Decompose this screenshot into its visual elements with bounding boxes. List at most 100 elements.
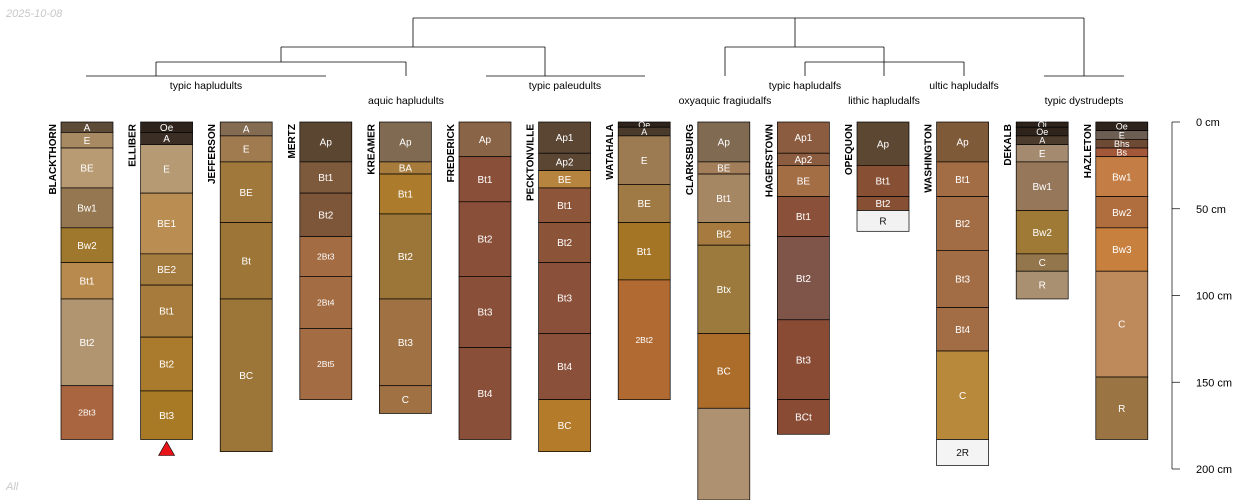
horizon-block: [60, 147, 114, 189]
horizon: BE: [538, 170, 591, 189]
horizon-block: [379, 213, 432, 300]
taxon-label: ultic hapludalfs: [929, 80, 998, 92]
horizon-label: BE: [240, 188, 254, 199]
horizon-block: [299, 236, 353, 277]
profile-name: DEKALB: [1003, 124, 1014, 166]
horizon: Bt1: [538, 187, 591, 223]
horizon-block: [697, 407, 751, 500]
horizon-block: [458, 121, 512, 158]
horizon: Bs: [1095, 148, 1149, 158]
horizon-label: BE: [558, 175, 572, 186]
horizon: BE: [777, 165, 830, 197]
horizon-block: [219, 135, 273, 163]
horizon-block: [777, 399, 830, 435]
horizon-label: Bt1: [318, 173, 333, 184]
horizon-label: 2Bt2: [635, 335, 653, 345]
horizon-label: Bt1: [716, 194, 731, 205]
horizon-label: Bt3: [796, 355, 811, 366]
horizon: BC: [697, 333, 751, 409]
horizon-label: Bt3: [557, 294, 572, 305]
horizon: Bt1: [379, 173, 432, 215]
horizon: Bt2: [140, 336, 193, 392]
horizon-block: [617, 279, 671, 400]
horizon-label: Bt3: [955, 275, 970, 286]
horizon-block: [60, 227, 114, 263]
profile-hagerstown: Ap1 Ap2 BE Bt1 Bt2 Bt3 BCt HAGERSTOWN: [764, 121, 830, 435]
horizon-label: Bt4: [955, 325, 970, 336]
horizon-label: Ap1: [795, 133, 813, 144]
horizon-block: [60, 187, 114, 229]
horizon-block: [458, 156, 512, 203]
horizon: Bt2: [936, 196, 989, 251]
horizon-label: C: [1039, 258, 1046, 269]
horizon-block: [379, 298, 432, 387]
horizon-label: Btx: [717, 285, 731, 296]
horizon: R: [1015, 270, 1069, 300]
horizon: R: [856, 210, 910, 232]
horizon: Ap: [299, 121, 353, 163]
horizon: Bt1: [777, 196, 830, 237]
horizon: Bw2: [1015, 210, 1069, 255]
horizon-block: [777, 196, 830, 237]
taxonomy-labels: typic hapludults aquic hapludults typic pa…: [170, 80, 1124, 107]
horizon-label: Bt2: [318, 210, 333, 221]
horizon-label: Bt2: [79, 338, 94, 349]
horizon-label: BE: [638, 199, 652, 210]
horizon-label: Bt1: [159, 307, 174, 318]
horizon-label: 2Bt5: [317, 359, 335, 369]
horizon-block: [777, 319, 830, 400]
horizon: Ap2: [777, 152, 830, 166]
horizon-label: A: [641, 127, 647, 137]
horizon: 2R: [936, 439, 989, 466]
horizon-block: [777, 236, 830, 321]
horizon-block: [299, 121, 353, 163]
axis-tick-label: 50 cm: [1196, 204, 1226, 216]
horizon-label: E: [163, 164, 170, 175]
horizon-block: [299, 192, 353, 237]
horizon-label: Bt2: [875, 199, 890, 210]
horizon-block: [936, 196, 989, 251]
horizon-label: BE: [797, 177, 811, 188]
horizon-label: Bt3: [477, 308, 492, 319]
horizon-block: [538, 187, 591, 223]
horizon-block: [60, 298, 114, 387]
horizon-label: E: [641, 156, 648, 167]
horizon-label: R: [879, 216, 886, 227]
horizon-label: Ap: [479, 135, 492, 146]
horizon-label: BE: [717, 164, 731, 175]
horizon: Ap2: [538, 152, 591, 171]
horizon-label: Bt1: [875, 177, 890, 188]
horizon-label: A: [243, 125, 250, 136]
horizon-block: [219, 298, 273, 452]
horizon-label: Bt2: [955, 219, 970, 230]
horizon: Bt1: [60, 262, 114, 300]
horizon-block: [140, 144, 193, 194]
horizon-label: Bhs: [1114, 139, 1130, 149]
taxon-label: oxyaquic fragiudalfs: [679, 95, 772, 107]
horizon: Bt2: [697, 222, 751, 246]
horizon: Bt2: [856, 196, 910, 211]
horizon: BA: [379, 161, 432, 175]
horizon-block: [60, 385, 114, 440]
horizon-block: [60, 262, 114, 300]
horizon-label: Bw1: [1032, 182, 1052, 193]
horizon: Ap1: [777, 121, 830, 154]
horizon-block: [538, 399, 591, 453]
horizon-block: [219, 222, 273, 300]
axis-tick-label: 100 cm: [1196, 291, 1232, 303]
horizon-label: Bt2: [477, 235, 492, 246]
horizon: Bt2: [60, 298, 114, 387]
horizon-block: [140, 253, 193, 286]
horizon-label: Bt1: [796, 212, 811, 223]
horizon: Bt2: [538, 222, 591, 263]
horizon: Bt3: [777, 319, 830, 400]
horizon: Bt1: [458, 156, 512, 203]
horizon-label: Bw2: [1112, 208, 1132, 219]
horizon: E: [1015, 144, 1069, 163]
horizon: Ap: [856, 121, 910, 166]
horizon-label: Bt2: [159, 360, 174, 371]
horizon-block: [379, 173, 432, 215]
horizon-block: [299, 328, 353, 400]
horizon: Bt1: [697, 173, 751, 223]
horizon: 2Bt3: [299, 236, 353, 277]
